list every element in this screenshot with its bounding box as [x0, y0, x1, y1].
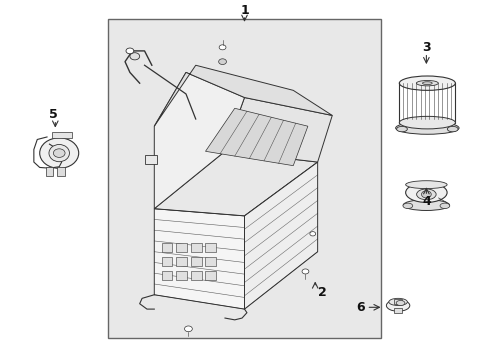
Ellipse shape [402, 203, 412, 208]
Ellipse shape [405, 183, 446, 202]
Ellipse shape [386, 300, 409, 311]
Bar [205, 271, 216, 280]
Circle shape [53, 149, 65, 157]
Circle shape [309, 231, 315, 236]
Polygon shape [244, 162, 317, 309]
Bar [176, 243, 186, 252]
Polygon shape [154, 72, 244, 209]
Ellipse shape [403, 200, 448, 211]
Text: 2: 2 [318, 287, 326, 300]
Bar [190, 257, 201, 266]
Bar [176, 257, 186, 266]
Polygon shape [154, 151, 317, 216]
Ellipse shape [447, 126, 457, 132]
Bar [52, 132, 72, 138]
Text: 3: 3 [421, 41, 430, 54]
Bar [205, 243, 216, 252]
Ellipse shape [49, 144, 69, 162]
Polygon shape [224, 98, 331, 162]
Ellipse shape [405, 181, 446, 189]
Bar [161, 243, 172, 252]
Circle shape [421, 191, 430, 198]
Bar [144, 155, 157, 164]
Polygon shape [154, 209, 244, 309]
Polygon shape [154, 65, 331, 126]
Bar [161, 271, 172, 280]
Circle shape [218, 59, 226, 64]
Text: 5: 5 [49, 108, 58, 121]
Circle shape [184, 326, 192, 332]
Bar [108, 19, 380, 338]
Ellipse shape [40, 138, 79, 168]
Bar [190, 243, 201, 252]
Ellipse shape [395, 301, 404, 306]
Ellipse shape [439, 203, 449, 208]
Text: 6: 6 [355, 301, 364, 314]
Ellipse shape [388, 298, 407, 306]
Polygon shape [205, 108, 307, 166]
Circle shape [126, 48, 134, 54]
Circle shape [219, 45, 225, 50]
Bar [393, 300, 401, 304]
Circle shape [130, 53, 140, 60]
Ellipse shape [415, 81, 437, 86]
Text: 4: 4 [421, 195, 430, 208]
Ellipse shape [422, 82, 431, 85]
Ellipse shape [396, 126, 407, 132]
Ellipse shape [399, 116, 454, 129]
Ellipse shape [395, 122, 458, 134]
Bar [45, 167, 53, 176]
Bar [176, 271, 186, 280]
Circle shape [302, 269, 308, 274]
Bar [161, 257, 172, 266]
Ellipse shape [399, 76, 454, 90]
Bar [190, 271, 201, 280]
Bar [393, 309, 401, 313]
Bar [205, 257, 216, 266]
Bar [57, 167, 64, 176]
Ellipse shape [416, 189, 435, 200]
Text: 1: 1 [240, 4, 248, 17]
